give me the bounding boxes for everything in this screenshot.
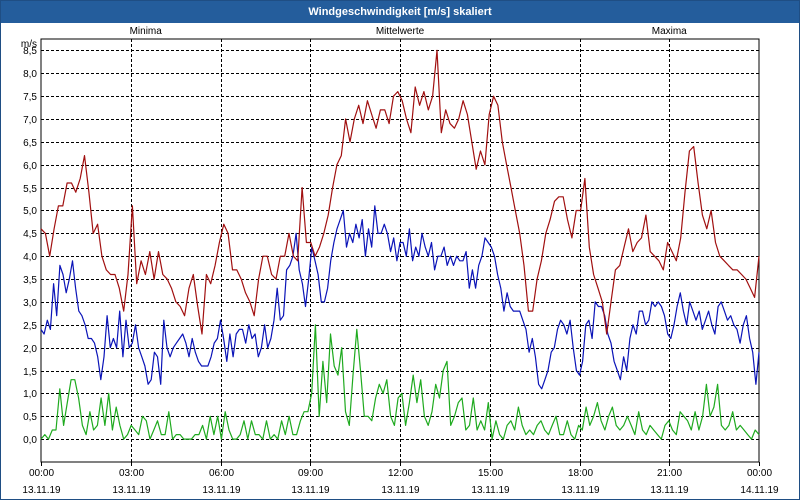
x-tick-time-label: 00:00 [747, 468, 772, 479]
y-tick-label: 6,5 [23, 138, 37, 149]
y-tick-label: 8,5 [23, 46, 37, 57]
x-tick-date-label: 13.11.19 [202, 485, 241, 496]
y-tick-label: 0,0 [23, 435, 37, 446]
x-tick-date-label: 13.11.19 [381, 485, 420, 496]
y-tick-label: 7,5 [23, 92, 37, 103]
y-tick-label: 8,0 [23, 69, 37, 80]
y-tick-label: 6,0 [23, 161, 37, 172]
y-tick-label: 4,0 [23, 252, 37, 263]
window-title: Windgeschwindigkeit [m/s] skaliert [1, 1, 799, 23]
wind-speed-chart: 0,0 0,5 1,0 1,5 2,0 2,5 3,0 3,5 4,0 4,5 5,0 5,5 6,0 6… [21, 26, 779, 496]
y-tick-label: 5,0 [23, 206, 37, 217]
x-tick-date-label: 13.11.19 [650, 485, 689, 496]
x-tick-date-label: 13.11.19 [22, 485, 61, 496]
legend-max: Maxima [652, 26, 687, 37]
y-tick-label: 0,5 [23, 412, 37, 423]
y-tick-label: 4,5 [23, 229, 37, 240]
x-tick-time-label: 03:00 [119, 468, 144, 479]
x-tick-date-label: 13.11.19 [291, 485, 330, 496]
y-tick-label: 5,5 [23, 184, 37, 195]
y-tick-label: 3,0 [23, 298, 37, 309]
x-tick-time-label: 06:00 [209, 468, 234, 479]
y-tick-label: 1,5 [23, 367, 37, 378]
x-tick-time-label: 00:00 [29, 468, 54, 479]
x-tick-time-label: 18:00 [568, 468, 593, 479]
series-line-min [40, 324, 760, 440]
y-tick-label: 2,0 [23, 344, 37, 355]
x-tick-time-label: 09:00 [298, 468, 323, 479]
y-tick-label: 2,5 [23, 321, 37, 332]
series-line-mean [40, 205, 760, 390]
y-axis-unit-label: m/s [21, 39, 37, 50]
series-line-max [40, 49, 760, 335]
x-tick-date-label: 13.11.19 [561, 485, 600, 496]
x-tick-time-label: 12:00 [388, 468, 413, 479]
legend-min: Minima [130, 26, 163, 37]
legend-mean: Mittelwerte [376, 26, 425, 37]
x-tick-date-label: 14.11.19 [740, 485, 779, 496]
x-tick-time-label: 15:00 [478, 468, 503, 479]
y-tick-label: 3,5 [23, 275, 37, 286]
x-tick-date-label: 13.11.19 [471, 485, 510, 496]
y-tick-label: 7,0 [23, 115, 37, 126]
y-tick-label: 1,0 [23, 389, 37, 400]
x-tick-time-label: 21:00 [657, 468, 682, 479]
x-tick-date-label: 13.11.19 [112, 485, 151, 496]
